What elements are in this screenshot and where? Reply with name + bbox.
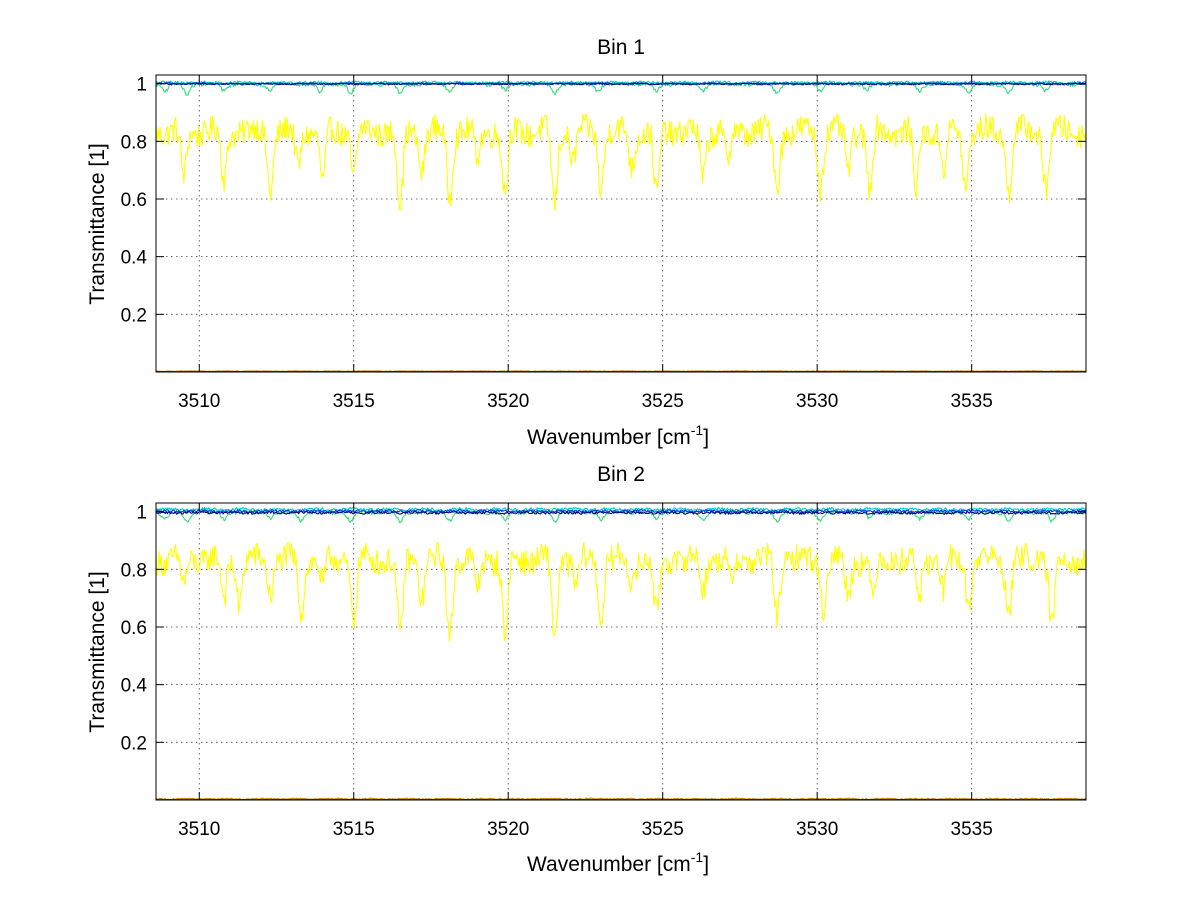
panel-2-y-axis-label: Transmittance [1] bbox=[86, 571, 109, 732]
panel-1-x-axis-label: Wavenumber [cm-1] bbox=[527, 422, 709, 449]
panel-1-y-tick-label-0: 0.2 bbox=[121, 305, 147, 326]
panel-1-x-axis-label-sup: -1 bbox=[691, 422, 704, 438]
panel-2-series-navy bbox=[155, 510, 1087, 515]
panel-1-y-tick-label-1: 0.4 bbox=[121, 248, 148, 269]
panel-2-x-tick-label-4: 3530 bbox=[796, 819, 838, 840]
panel-2-y-tick-label-3: 0.8 bbox=[121, 560, 147, 581]
panel-1-x-tick-label-4: 3530 bbox=[796, 391, 838, 412]
panel-1-x-tick-label-1: 3515 bbox=[333, 391, 375, 412]
panel-2-y-tick-label-2: 0.6 bbox=[121, 618, 147, 639]
panel-2-series-orange bbox=[155, 797, 1086, 801]
panel-1-x-tick-label-0: 3510 bbox=[178, 391, 220, 412]
panel-2-y-tick-label-1: 0.4 bbox=[121, 676, 148, 697]
panel-2-x-axis-label-main: Wavenumber [cm bbox=[527, 853, 691, 876]
panel-2-x-tick-label-0: 3510 bbox=[178, 819, 220, 840]
panel-bin-2: Bin 2 3510 3515 3520 3525 3530 3535 0.2 0.4 0.6 0… bbox=[86, 463, 1087, 876]
panel-1-x-tick-label-5: 3535 bbox=[951, 391, 993, 412]
panel-2-x-tick-label-3: 3525 bbox=[642, 819, 684, 840]
panel-2-series-blue bbox=[155, 508, 1087, 514]
panel-2-x-axis-label-end: ] bbox=[703, 853, 709, 876]
panel-2-y-tick-label-0: 0.2 bbox=[121, 733, 147, 754]
panel-1-y-tick-label-4: 1 bbox=[136, 75, 147, 96]
panel-1-title: Bin 1 bbox=[597, 36, 645, 59]
panel-2-x-tick-label-5: 3535 bbox=[951, 819, 993, 840]
panel-2-title: Bin 2 bbox=[597, 463, 645, 486]
panel-2-y-tick-label-4: 1 bbox=[136, 503, 147, 524]
panel-2-x-tick-label-1: 3515 bbox=[333, 819, 375, 840]
panel-1-y-tick-label-2: 0.6 bbox=[121, 190, 147, 211]
panel-1-y-axis-label: Transmittance [1] bbox=[86, 143, 109, 304]
panel-2-axes-box bbox=[155, 502, 1087, 801]
panel-2-x-axis-label-sup: -1 bbox=[691, 849, 704, 865]
panel-bin-1: Bin 1 3510 3515 3520 3525 3530 3535 0.2 0.4 0.6 0… bbox=[86, 36, 1087, 449]
panel-1-axes-box bbox=[155, 74, 1087, 373]
panel-1-x-tick-label-3: 3525 bbox=[642, 391, 684, 412]
panel-1-x-axis-label-main: Wavenumber [cm bbox=[527, 426, 691, 449]
panel-1-series-yellow bbox=[155, 113, 1087, 212]
panel-1-x-tick-label-2: 3520 bbox=[487, 391, 529, 412]
panel-2-x-axis-label: Wavenumber [cm-1] bbox=[527, 849, 709, 876]
panel-2-series-yellow bbox=[155, 541, 1087, 642]
panel-1-y-tick-label-3: 0.8 bbox=[121, 132, 147, 153]
panel-2-x-tick-label-2: 3520 bbox=[487, 819, 529, 840]
panel-1-x-axis-label-end: ] bbox=[703, 426, 709, 449]
panel-1-series-navy bbox=[155, 82, 1087, 86]
